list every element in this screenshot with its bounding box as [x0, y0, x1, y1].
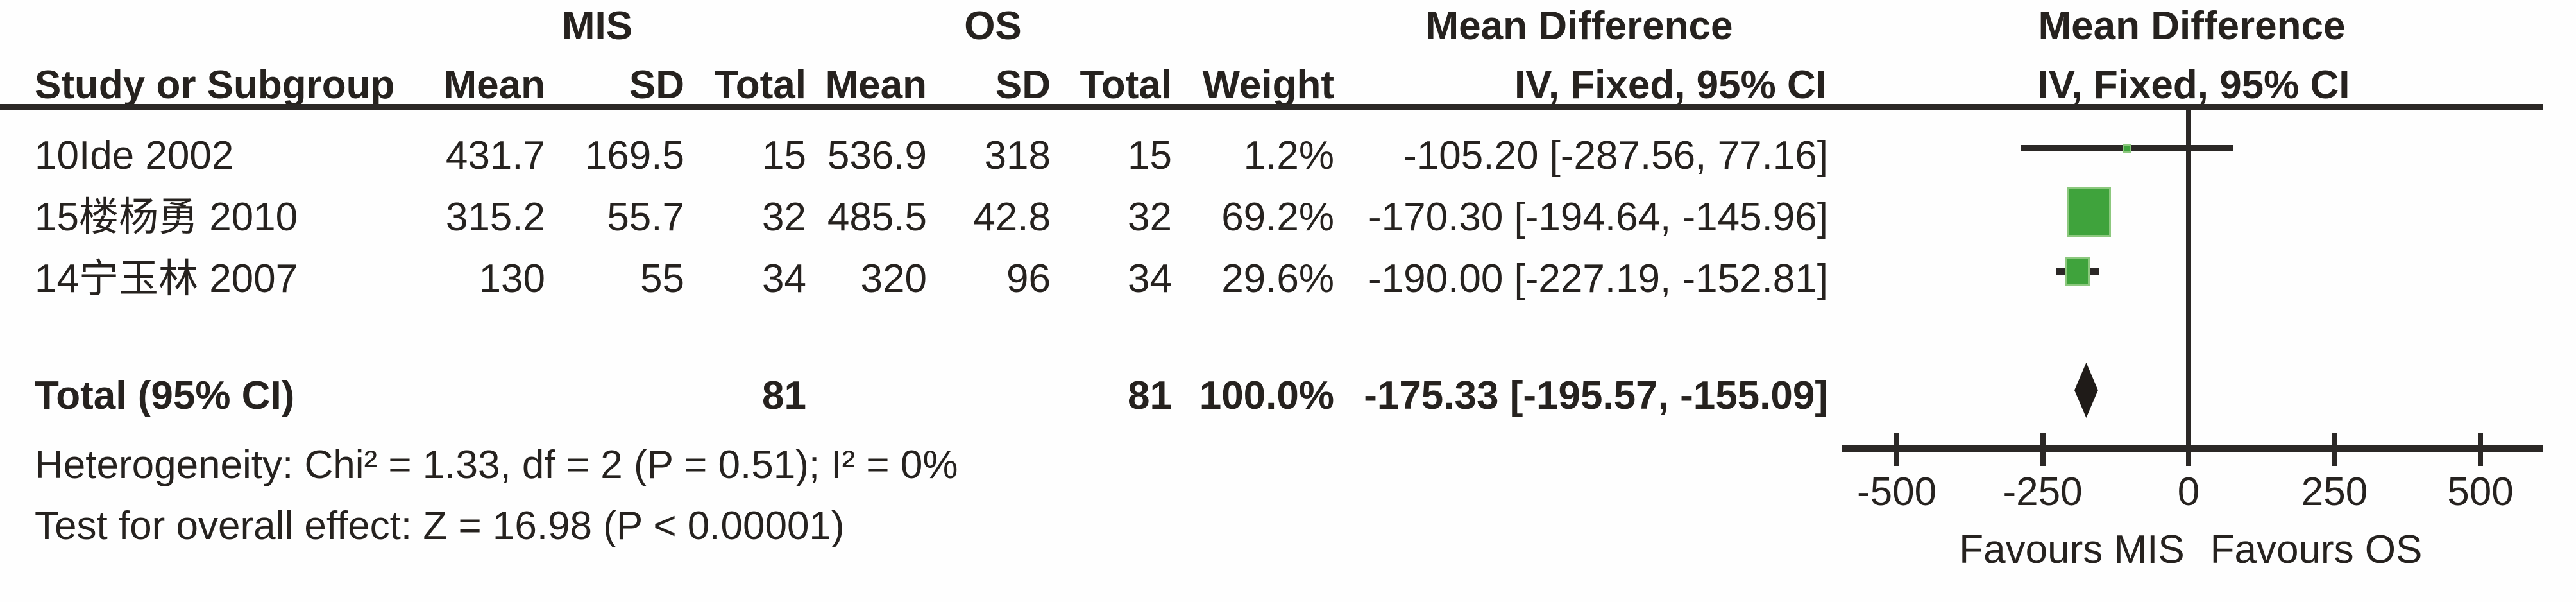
heterogeneity-note: Heterogeneity: Chi² = 1.33, df = 2 (P = …: [35, 443, 958, 487]
total-n1: 81: [762, 374, 806, 418]
axis-tick: [2040, 433, 2046, 466]
study-mean1: 315.2: [445, 195, 545, 239]
study-name: 15楼杨勇 2010: [35, 195, 298, 239]
study-ci: -190.00 [-227.19, -152.81]: [1368, 257, 1828, 301]
col-mean1: Mean: [443, 63, 545, 107]
study-total1: 34: [762, 257, 806, 301]
col-total1: Total: [714, 63, 807, 107]
total-diamond: [2074, 363, 2098, 418]
header-rule: [0, 104, 2543, 110]
axis-tick: [2332, 433, 2337, 466]
study-name: 10Ide 2002: [35, 133, 234, 178]
study-mean1: 130: [479, 257, 545, 301]
axis-tick: [1894, 433, 1899, 466]
col-ci-left: IV, Fixed, 95% CI: [1514, 63, 1827, 107]
study-total1: 15: [762, 133, 806, 178]
study-total2: 15: [1128, 133, 1172, 178]
study-weight: 69.2%: [1221, 195, 1334, 239]
mean-difference-title-right: Mean Difference: [2038, 4, 2346, 48]
study-total1: 32: [762, 195, 806, 239]
mean-difference-title-left: Mean Difference: [1425, 4, 1733, 48]
col-study: Study or Subgroup: [35, 63, 395, 107]
study-total2: 34: [1128, 257, 1172, 301]
col-ci-right: IV, Fixed, 95% CI: [2037, 63, 2350, 107]
axis-tick-label: -250: [2003, 470, 2083, 514]
favours-left-label: Favours MIS: [1959, 528, 2185, 572]
total-n2: 81: [1128, 374, 1172, 418]
point-estimate-square: [2067, 187, 2112, 237]
col-weight: Weight: [1202, 63, 1335, 107]
group1-title: MIS: [561, 4, 633, 48]
study-sd1: 55.7: [607, 195, 684, 239]
study-sd2: 42.8: [973, 195, 1051, 239]
group2-title: OS: [964, 4, 1022, 48]
col-sd1: SD: [629, 63, 684, 107]
study-mean1: 431.7: [445, 133, 545, 178]
study-sd1: 55: [640, 257, 684, 301]
zero-line: [2186, 110, 2191, 453]
axis-tick-label: 500: [2447, 470, 2514, 514]
axis-tick-label: 250: [2301, 470, 2368, 514]
study-sd1: 169.5: [584, 133, 684, 178]
col-sd2: SD: [995, 63, 1051, 107]
total-ci: -175.33 [-195.57, -155.09]: [1364, 374, 1828, 418]
point-estimate-square: [2123, 144, 2132, 153]
study-mean2: 320: [860, 257, 927, 301]
study-weight: 1.2%: [1243, 133, 1334, 178]
axis-tick-label: -500: [1856, 470, 1937, 514]
x-axis-line: [1842, 445, 2543, 452]
study-weight: 29.6%: [1221, 257, 1334, 301]
study-ci: -170.30 [-194.64, -145.96]: [1368, 195, 1828, 239]
study-total2: 32: [1128, 195, 1172, 239]
axis-tick: [2186, 433, 2191, 466]
study-mean2: 536.9: [827, 133, 927, 178]
favours-right-label: Favours OS: [2210, 528, 2423, 572]
study-name: 14宁玉林 2007: [35, 257, 298, 301]
col-total2: Total: [1080, 63, 1173, 107]
col-mean2: Mean: [825, 63, 927, 107]
total-label: Total (95% CI): [35, 374, 295, 418]
study-mean2: 485.5: [827, 195, 927, 239]
overall-effect-note: Test for overall effect: Z = 16.98 (P < …: [35, 504, 845, 548]
study-ci: -105.20 [-287.56, 77.16]: [1403, 133, 1828, 178]
axis-tick: [2478, 433, 2483, 466]
axis-tick-label: 0: [2177, 470, 2200, 514]
point-estimate-square: [2065, 257, 2090, 286]
study-sd2: 96: [1006, 257, 1051, 301]
study-sd2: 318: [984, 133, 1051, 178]
total-weight: 100.0%: [1199, 374, 1334, 418]
